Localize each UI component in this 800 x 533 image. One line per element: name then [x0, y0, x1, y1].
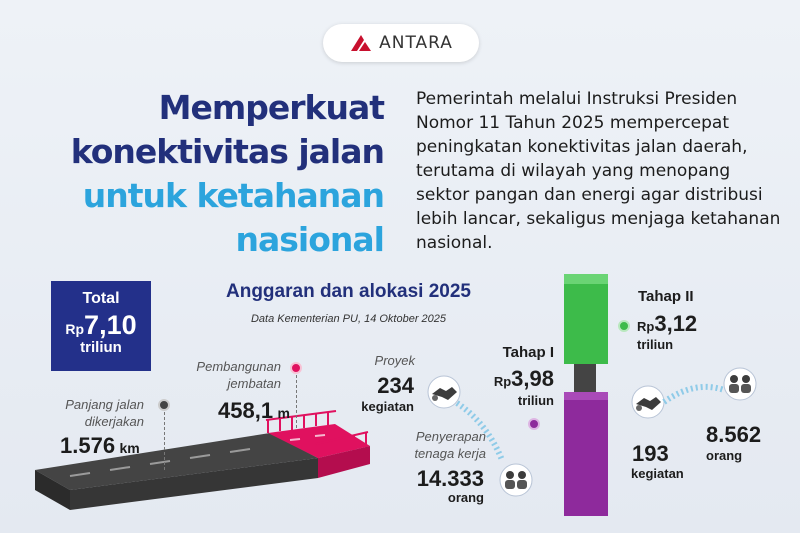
brand-name: ANTARA — [379, 33, 453, 53]
connector-dots-left — [455, 400, 505, 462]
stage-connector — [574, 364, 596, 398]
stage2-currency: Rp — [637, 319, 655, 334]
bridge-label-line-2: jembatan — [227, 376, 281, 391]
total-currency: Rp — [65, 321, 85, 337]
bridge-front — [318, 446, 370, 478]
bridge-unit: m — [277, 405, 290, 421]
stage1-column-top — [564, 392, 608, 400]
headline-line-3: untuk ketahanan — [82, 176, 385, 215]
stage2-value: Rp3,12 — [637, 311, 697, 337]
stage1-marker-dot — [528, 418, 540, 430]
section-title: Anggaran dan alokasi 2025 — [226, 281, 471, 302]
project-left-value: 234 — [377, 373, 414, 398]
bridge-rail — [265, 410, 369, 458]
stage1-value: Rp3,98 — [462, 366, 554, 392]
stage2-amount: 3,12 — [654, 311, 698, 336]
road-bridge-illustration — [35, 410, 370, 510]
stage2-column-top — [564, 282, 608, 364]
bridge-label-line-1: Pembangunan — [196, 359, 281, 374]
total-label: Total — [82, 290, 120, 307]
road-marker-dot — [158, 399, 170, 411]
bridge-marker-dot — [290, 362, 302, 374]
road-surface — [35, 433, 318, 490]
bridge-deck — [268, 424, 370, 458]
workers-left-unit: orang — [447, 490, 484, 505]
workers-left-value: 14.333 — [416, 466, 484, 491]
connector-dots-right — [662, 383, 725, 405]
road-amount: 1.576 — [60, 433, 116, 458]
road-unit: km — [119, 440, 140, 456]
headline-line-2: konektivitas jalan — [70, 132, 385, 171]
headline-line-1: Memperkuat — [158, 88, 385, 127]
section-source: Data Kementerian PU, 14 Oktober 2025 — [250, 313, 447, 325]
project-left-unit: kegiatan — [361, 399, 414, 414]
bridge-value: 458,1 m — [218, 398, 290, 424]
bridge-label: Pembangunan jembatan — [185, 358, 281, 392]
project-right-value: 193 — [632, 441, 669, 466]
headline-line-4: nasional — [235, 220, 385, 259]
handshake-icon — [427, 375, 461, 409]
road-value: 1.576 km — [60, 433, 140, 459]
stage1-label: Tahap I — [502, 344, 554, 361]
headline: Memperkuat konektivitas jalan untuk keta… — [24, 86, 385, 262]
project-right-unit: kegiatan — [631, 466, 684, 481]
stage2-label: Tahap II — [638, 288, 694, 305]
antara-logo-icon — [351, 35, 372, 51]
road-label-line-1: Panjang jalan — [65, 397, 144, 412]
road-front — [70, 458, 318, 510]
stage1-unit: triliun — [517, 393, 554, 408]
workers-right-value: 8.562 — [706, 422, 762, 447]
total-amount: 7,10 — [84, 310, 137, 340]
people-icon — [723, 367, 757, 401]
stage2-unit: triliun — [637, 337, 674, 352]
stage2-column-top-side — [564, 274, 608, 284]
workers-left-label-line-1: Penyerapan — [415, 429, 486, 444]
road-marker-line — [164, 412, 165, 470]
bridge-amount: 458,1 — [218, 398, 274, 423]
road-label-line-2: dikerjakan — [84, 414, 144, 429]
stage1-column — [564, 398, 608, 516]
stage1-currency: Rp — [493, 374, 512, 389]
stage2-marker-dot — [618, 320, 630, 332]
bridge-marker-line — [296, 375, 297, 428]
total-unit: triliun — [80, 339, 122, 356]
workers-left-label: Penyerapan tenaga kerja — [396, 428, 486, 462]
workers-right-unit: orang — [706, 448, 743, 463]
total-value: Rp7,10 — [51, 310, 151, 341]
road-label: Panjang jalan dikerjakan — [58, 396, 144, 430]
workers-left-label-line-2: tenaga kerja — [414, 446, 486, 461]
brand-logo: ANTARA — [323, 24, 479, 62]
total-budget-box: Total Rp7,10 triliun — [51, 281, 151, 371]
project-left-label: Proyek — [374, 353, 415, 368]
people-icon — [499, 463, 533, 497]
road-side — [35, 470, 70, 510]
handshake-icon — [631, 385, 665, 419]
intro-paragraph: Pemerintah melalui Instruksi Presiden No… — [416, 89, 781, 253]
stage1-amount: 3,98 — [511, 366, 554, 391]
